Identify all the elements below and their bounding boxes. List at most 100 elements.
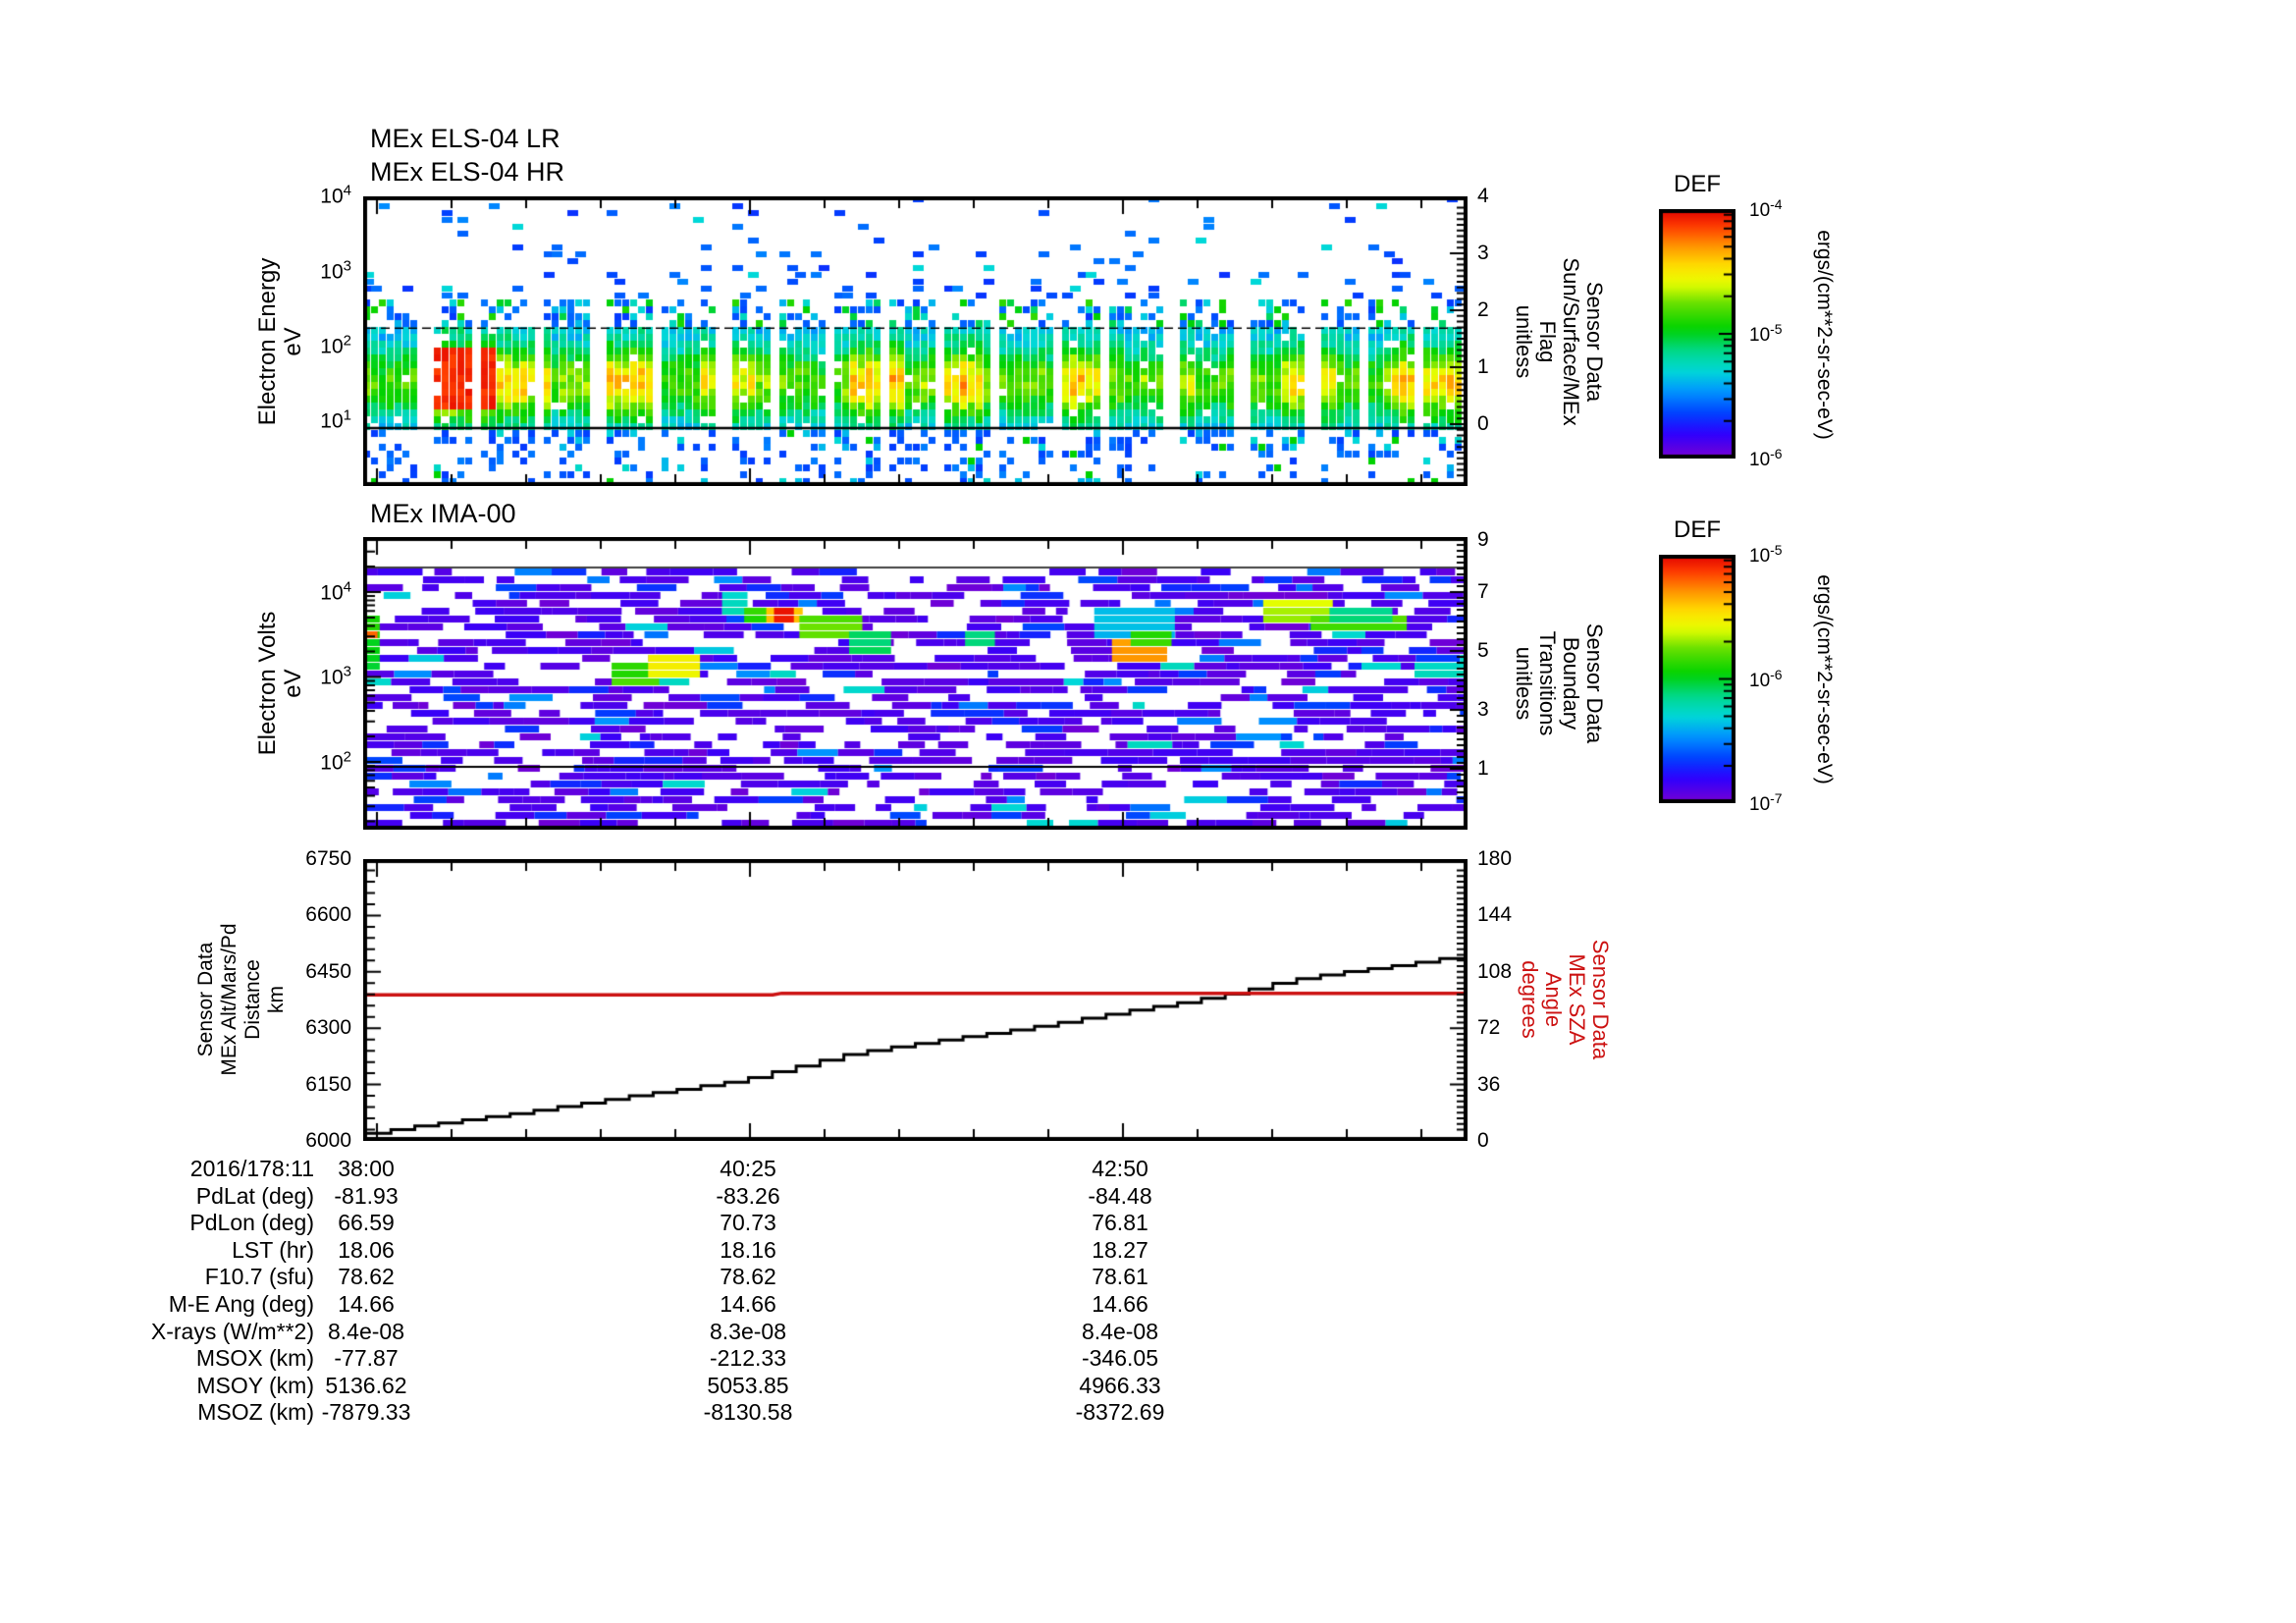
els-colorbar-title: DEF <box>1674 171 1721 197</box>
line-right-tick-label: 36 <box>1477 1073 1501 1096</box>
els-y-axis-label-line1: Electron Energy <box>254 257 281 426</box>
table-cell: 76.81 <box>1092 1210 1148 1235</box>
line-right-tick-label: 72 <box>1477 1016 1501 1039</box>
line-y-tick-label: 6150 <box>305 1073 351 1096</box>
table-cell: -77.87 <box>334 1345 399 1371</box>
els-title-hr: MEx ELS-04 HR <box>370 157 565 187</box>
colorbar-2-tick-label: 10-6 <box>1749 666 1783 691</box>
sza-right-axis-label-line3: Angle <box>1541 971 1566 1028</box>
table-cell: 66.59 <box>338 1210 395 1235</box>
els-right-tick-label: 3 <box>1477 242 1489 264</box>
line-y-tick-label: 6300 <box>305 1016 351 1039</box>
colorbar-1-tick-label: 10-5 <box>1749 320 1783 347</box>
sza-right-axis-label: Sensor Data MEx SZA Angle degrees <box>1518 939 1613 1060</box>
table-cell: 78.62 <box>338 1264 395 1289</box>
els-y-tick-label: 104 <box>320 182 351 208</box>
table-cell: -84.48 <box>1088 1183 1152 1209</box>
sza-right-axis-label-line1: Sensor Data <box>1588 939 1613 1060</box>
els-right-tick-label: 0 <box>1477 412 1489 435</box>
ima-title: MEx IMA-00 <box>370 499 516 528</box>
table-cell: 8.4e-08 <box>1081 1319 1158 1344</box>
ima-y-axis-label-line1: Electron Volts <box>254 611 281 756</box>
els-right-tick-label: 1 <box>1477 355 1489 378</box>
ima-y-axis-label-line2: eV <box>280 669 306 698</box>
table-cell: 14.66 <box>720 1291 776 1317</box>
els-y-axis-label: Electron Energy eV <box>254 257 306 426</box>
colorbar-1-tick-label: 10-6 <box>1749 445 1783 471</box>
line-y-axis-label-line3: Distance <box>241 959 264 1040</box>
ima-right-tick-label: 3 <box>1477 698 1489 721</box>
els-y-tick-label: 101 <box>320 406 351 433</box>
els-right-tick-label: 4 <box>1477 185 1489 207</box>
line-y-axis-label-line4: km <box>265 986 288 1014</box>
table-cell: 70.73 <box>720 1210 776 1235</box>
ima-y-tick-label: 104 <box>320 578 351 605</box>
ima-right-tick-label: 9 <box>1477 528 1489 551</box>
line-right-tick-label: 108 <box>1477 960 1513 983</box>
els-y-tick-label: 102 <box>320 332 351 358</box>
els-right-axis-label-line2: Sun/Surface/MEx <box>1559 257 1583 426</box>
table-row-label: M-E Ang (deg) <box>168 1291 314 1317</box>
ima-right-axis-label-line4: unitless <box>1512 646 1536 721</box>
ima-colorbar <box>1659 555 1735 803</box>
sza-right-axis-label-line4: degrees <box>1518 960 1542 1039</box>
table-cell: -8372.69 <box>1075 1399 1165 1425</box>
els-right-tick-label: 2 <box>1477 298 1489 321</box>
ima-y-tick-label: 103 <box>320 663 351 689</box>
line-y-axis-label: Sensor Data MEx Alt/Mars/Pd Distance km <box>194 923 289 1075</box>
table-cell: 78.62 <box>720 1264 776 1289</box>
els-right-axis-label: Sensor Data Sun/Surface/MEx Flag unitles… <box>1512 257 1607 426</box>
ima-right-axis-label-line3: Transitions <box>1535 630 1560 736</box>
time-tick-label: 42:50 <box>1092 1156 1148 1181</box>
els-y-tick-label: 103 <box>320 257 351 284</box>
table-row-label: F10.7 (sfu) <box>204 1264 314 1289</box>
colorbar-2-tick-label: 10-7 <box>1749 789 1783 816</box>
table-cell: 18.16 <box>720 1237 776 1263</box>
ima-spectrogram-canvas <box>363 537 1468 830</box>
line-y-tick-label: 6750 <box>305 847 351 870</box>
table-cell: 18.27 <box>1092 1237 1148 1263</box>
els-right-axis-label-line3: Flag <box>1535 320 1560 363</box>
ima-colorbar-unit-label: ergs/(cm**2-sr-sec-eV) <box>1813 574 1836 784</box>
ima-right-tick-label: 5 <box>1477 639 1489 662</box>
table-cell: 78.61 <box>1092 1264 1148 1289</box>
table-cell: 14.66 <box>338 1291 395 1317</box>
table-date-label: 2016/178:11 <box>189 1156 314 1181</box>
table-cell: -346.05 <box>1081 1345 1158 1371</box>
line-y-tick-label: 6000 <box>305 1129 351 1152</box>
table-cell: 4966.33 <box>1079 1373 1161 1398</box>
table-cell: 14.66 <box>1092 1291 1148 1317</box>
table-cell: -81.93 <box>334 1183 399 1209</box>
table-row-label: MSOX (km) <box>195 1345 314 1371</box>
table-row-label: X-rays (W/m**2) <box>150 1319 314 1344</box>
altitude-sza-line-canvas <box>363 859 1468 1141</box>
table-cell: 8.3e-08 <box>709 1319 786 1344</box>
table-cell: 18.06 <box>338 1237 395 1263</box>
els-y-axis-label-line2: eV <box>280 327 306 356</box>
ima-right-tick-label: 7 <box>1477 580 1489 603</box>
ima-right-axis-label-line2: Boundary <box>1559 636 1583 730</box>
els-title-lr: MEx ELS-04 LR <box>370 124 561 153</box>
colorbar-2-tick-label: 10-5 <box>1749 541 1783 568</box>
ima-right-axis-label: Sensor Data Boundary Transitions unitles… <box>1512 622 1607 744</box>
table-row-label: MSOZ (km) <box>197 1399 314 1425</box>
els-colorbar <box>1659 209 1735 459</box>
table-cell: 8.4e-08 <box>327 1319 404 1344</box>
table-cell: 5053.85 <box>707 1373 789 1398</box>
table-row-label: LST (hr) <box>232 1237 314 1263</box>
table-cell: -83.26 <box>716 1183 780 1209</box>
ima-right-tick-label: 1 <box>1477 757 1489 780</box>
line-right-tick-label: 144 <box>1477 903 1513 926</box>
line-y-tick-label: 6600 <box>305 903 351 926</box>
ima-right-axis-label-line1: Sensor Data <box>1582 622 1607 744</box>
table-row-label: PdLat (deg) <box>195 1183 314 1209</box>
table-row-label: PdLon (deg) <box>189 1210 314 1235</box>
els-spectrogram-canvas <box>363 196 1468 486</box>
line-right-tick-label: 180 <box>1477 847 1513 870</box>
table-cell: -8130.58 <box>703 1399 793 1425</box>
table-cell: -212.33 <box>709 1345 786 1371</box>
els-colorbar-unit-label: ergs/(cm**2-sr-sec-eV) <box>1813 230 1836 440</box>
ima-y-axis-label: Electron Volts eV <box>254 611 306 756</box>
ima-plot-title: MEx IMA-00 <box>370 497 516 530</box>
